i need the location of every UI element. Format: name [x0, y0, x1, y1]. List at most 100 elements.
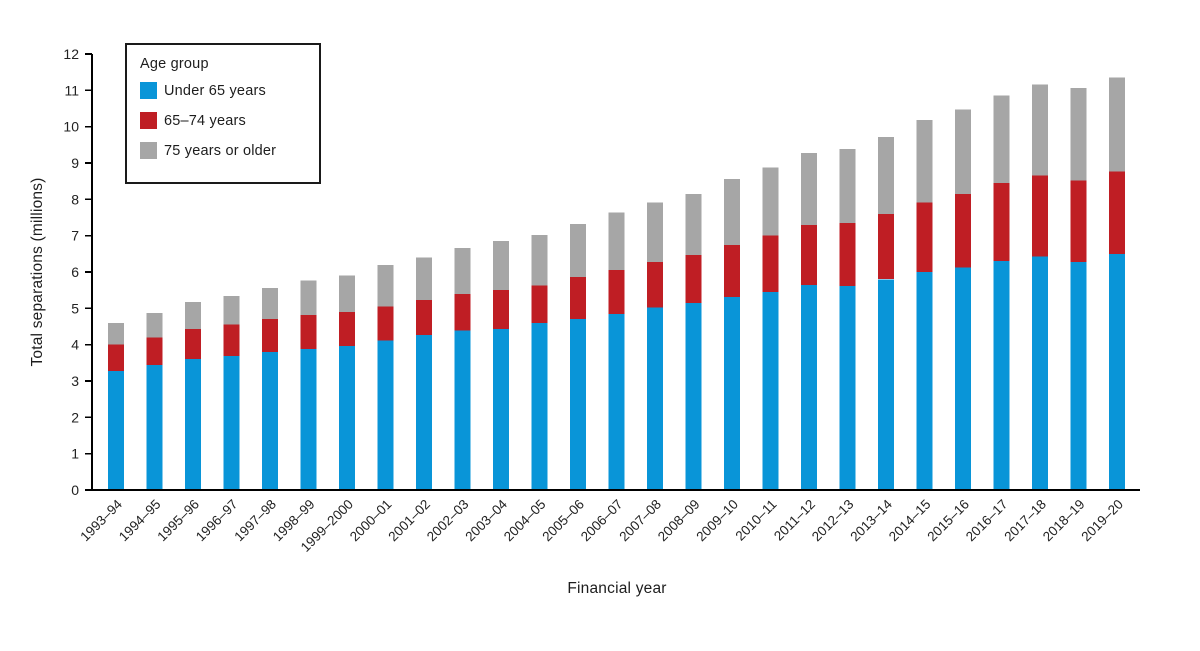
y-tick-label: 5 — [71, 300, 79, 316]
bar-segment-series-0 — [146, 365, 163, 490]
bar-segment-series-1 — [685, 254, 702, 304]
bar-segment-series-1 — [108, 344, 124, 371]
bar-segment-series-2 — [493, 240, 509, 290]
y-tick-label: 3 — [71, 373, 79, 389]
bar-segment-series-1 — [955, 193, 971, 268]
x-tick-label: 2019–20 — [1078, 497, 1126, 545]
bar-segment-series-0 — [608, 313, 625, 490]
x-tick-label: 2009–10 — [693, 497, 741, 545]
bar-segment-series-2 — [916, 119, 933, 203]
bar-segment-series-2 — [185, 302, 201, 330]
y-tick-label: 2 — [71, 409, 79, 425]
bar-segment-series-2 — [608, 212, 625, 270]
bar-segment-series-1 — [1070, 180, 1087, 263]
bar-segment-series-0 — [647, 307, 663, 490]
y-tick-label: 7 — [71, 228, 79, 244]
bar-segment-series-0 — [493, 329, 509, 490]
bar-segment-series-1 — [993, 183, 1010, 261]
bar-segment-series-1 — [146, 337, 163, 365]
y-tick-label: 4 — [71, 337, 79, 353]
bar-segment-series-0 — [801, 285, 817, 490]
y-tick-label: 9 — [71, 155, 79, 171]
bar-segment-series-1 — [762, 235, 779, 292]
bar-segment-series-1 — [339, 312, 355, 347]
y-tick-label: 1 — [71, 446, 79, 462]
legend: Age group Under 65 years 65–74 years 75 … — [125, 43, 321, 184]
bar-segment-series-1 — [262, 319, 278, 352]
y-tick-label: 0 — [71, 482, 79, 498]
y-tick-label: 6 — [71, 264, 79, 280]
bar-segment-series-1 — [608, 269, 625, 314]
legend-label-75-older: 75 years or older — [164, 142, 277, 159]
bar-segment-series-1 — [1109, 171, 1125, 255]
bar-segment-series-2 — [801, 153, 817, 225]
y-tick-label: 11 — [64, 82, 79, 98]
bar-segment-series-0 — [724, 297, 740, 490]
bar-segment-series-0 — [262, 351, 278, 490]
bar-segment-series-0 — [1032, 256, 1048, 490]
bar-segment-series-1 — [223, 324, 240, 356]
bar-segment-series-0 — [223, 355, 240, 490]
x-tick-label: 2010–11 — [733, 497, 780, 544]
bar-segment-series-0 — [339, 346, 355, 490]
bar-segment-series-1 — [416, 300, 432, 335]
bar-segment-series-2 — [531, 234, 548, 286]
bar-segment-series-1 — [878, 214, 894, 280]
bar-segment-series-2 — [839, 148, 856, 223]
legend-item-75-older: 75 years or older — [140, 142, 319, 159]
y-tick-label: 10 — [63, 119, 79, 135]
bar-segment-series-1 — [647, 262, 663, 308]
bar-segment-series-2 — [1070, 87, 1087, 181]
bar-segment-series-0 — [685, 303, 702, 490]
bar-segment-series-2 — [647, 202, 663, 263]
bar-segment-series-2 — [300, 280, 317, 315]
y-tick-label: 8 — [71, 191, 79, 207]
bar-segment-series-2 — [685, 194, 702, 255]
bar-segment-series-2 — [416, 257, 432, 300]
bar-segment-series-0 — [570, 319, 586, 490]
legend-swatch-65-74-icon — [140, 112, 157, 129]
legend-item-under-65: Under 65 years — [140, 82, 319, 99]
bar-segment-series-2 — [993, 95, 1010, 183]
bar-segment-series-2 — [454, 248, 471, 295]
bar-segment-series-2 — [262, 288, 278, 320]
bar-segment-series-2 — [339, 275, 355, 312]
legend-title: Age group — [140, 56, 209, 72]
bar-segment-series-0 — [839, 286, 856, 490]
y-tick-label: 12 — [63, 46, 79, 62]
bar-segment-series-0 — [416, 334, 432, 490]
x-axis-title: Financial year — [567, 580, 667, 597]
bar-segment-series-2 — [955, 109, 971, 194]
y-axis-title: Total separations (millions) — [29, 177, 46, 367]
bar-segment-series-0 — [1070, 262, 1087, 490]
bar-segment-series-0 — [377, 340, 394, 490]
bar-segment-series-1 — [300, 314, 317, 350]
bar-segment-series-1 — [916, 202, 933, 272]
bar-segment-series-0 — [878, 279, 894, 490]
bar-segment-series-0 — [955, 267, 971, 490]
bar-segment-series-1 — [493, 289, 509, 329]
bar-segment-series-1 — [570, 277, 586, 320]
bar-segment-series-0 — [916, 272, 933, 490]
bar-segment-series-1 — [185, 329, 201, 359]
bar-segment-series-2 — [1109, 77, 1125, 172]
bar-segment-series-1 — [454, 294, 471, 331]
bar-segment-series-1 — [1032, 175, 1048, 257]
legend-label-under-65: Under 65 years — [164, 82, 266, 99]
legend-item-65-74: 65–74 years — [140, 112, 319, 129]
bar-segment-series-0 — [762, 292, 779, 490]
bar-segment-series-0 — [108, 370, 124, 490]
legend-swatch-under-65-icon — [140, 82, 157, 99]
bar-segment-series-0 — [185, 358, 201, 490]
bar-segment-series-0 — [454, 330, 471, 490]
bar-segment-series-2 — [762, 167, 779, 236]
bar-segment-series-2 — [570, 224, 586, 277]
bar-segment-series-1 — [839, 222, 856, 287]
bar-segment-series-2 — [724, 179, 740, 245]
bar-segment-series-2 — [223, 296, 240, 325]
bar-segment-series-2 — [377, 265, 394, 307]
bar-segment-series-0 — [300, 349, 317, 490]
bar-segment-series-1 — [531, 285, 548, 324]
legend-swatch-75-older-icon — [140, 142, 157, 159]
